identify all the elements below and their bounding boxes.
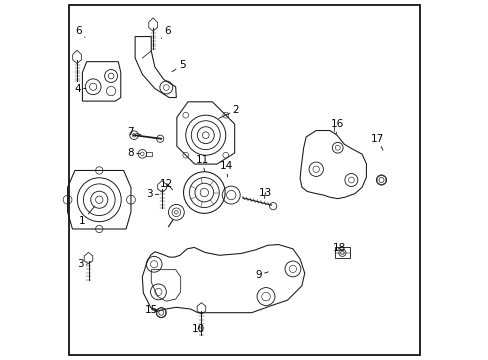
Text: 9: 9	[255, 270, 268, 280]
Text: 2: 2	[219, 105, 239, 118]
Text: 14: 14	[219, 161, 233, 177]
Text: 16: 16	[330, 120, 344, 134]
Text: 10: 10	[191, 324, 204, 334]
Text: 1: 1	[79, 206, 95, 226]
Text: 7: 7	[127, 127, 141, 136]
Text: 13: 13	[258, 188, 271, 198]
Bar	[334, 247, 349, 258]
Text: 6: 6	[161, 26, 171, 39]
Text: 6: 6	[75, 26, 85, 37]
Text: 4: 4	[74, 84, 86, 94]
Text: 18: 18	[332, 243, 346, 253]
Text: 12: 12	[160, 179, 173, 190]
Text: 5: 5	[172, 60, 185, 72]
Text: 15: 15	[145, 305, 158, 315]
Text: 3: 3	[77, 259, 87, 269]
Text: 11: 11	[195, 155, 208, 171]
Text: 17: 17	[369, 134, 383, 150]
Bar	[145, 152, 152, 156]
Text: 8: 8	[127, 148, 140, 158]
Text: 3: 3	[145, 189, 159, 199]
